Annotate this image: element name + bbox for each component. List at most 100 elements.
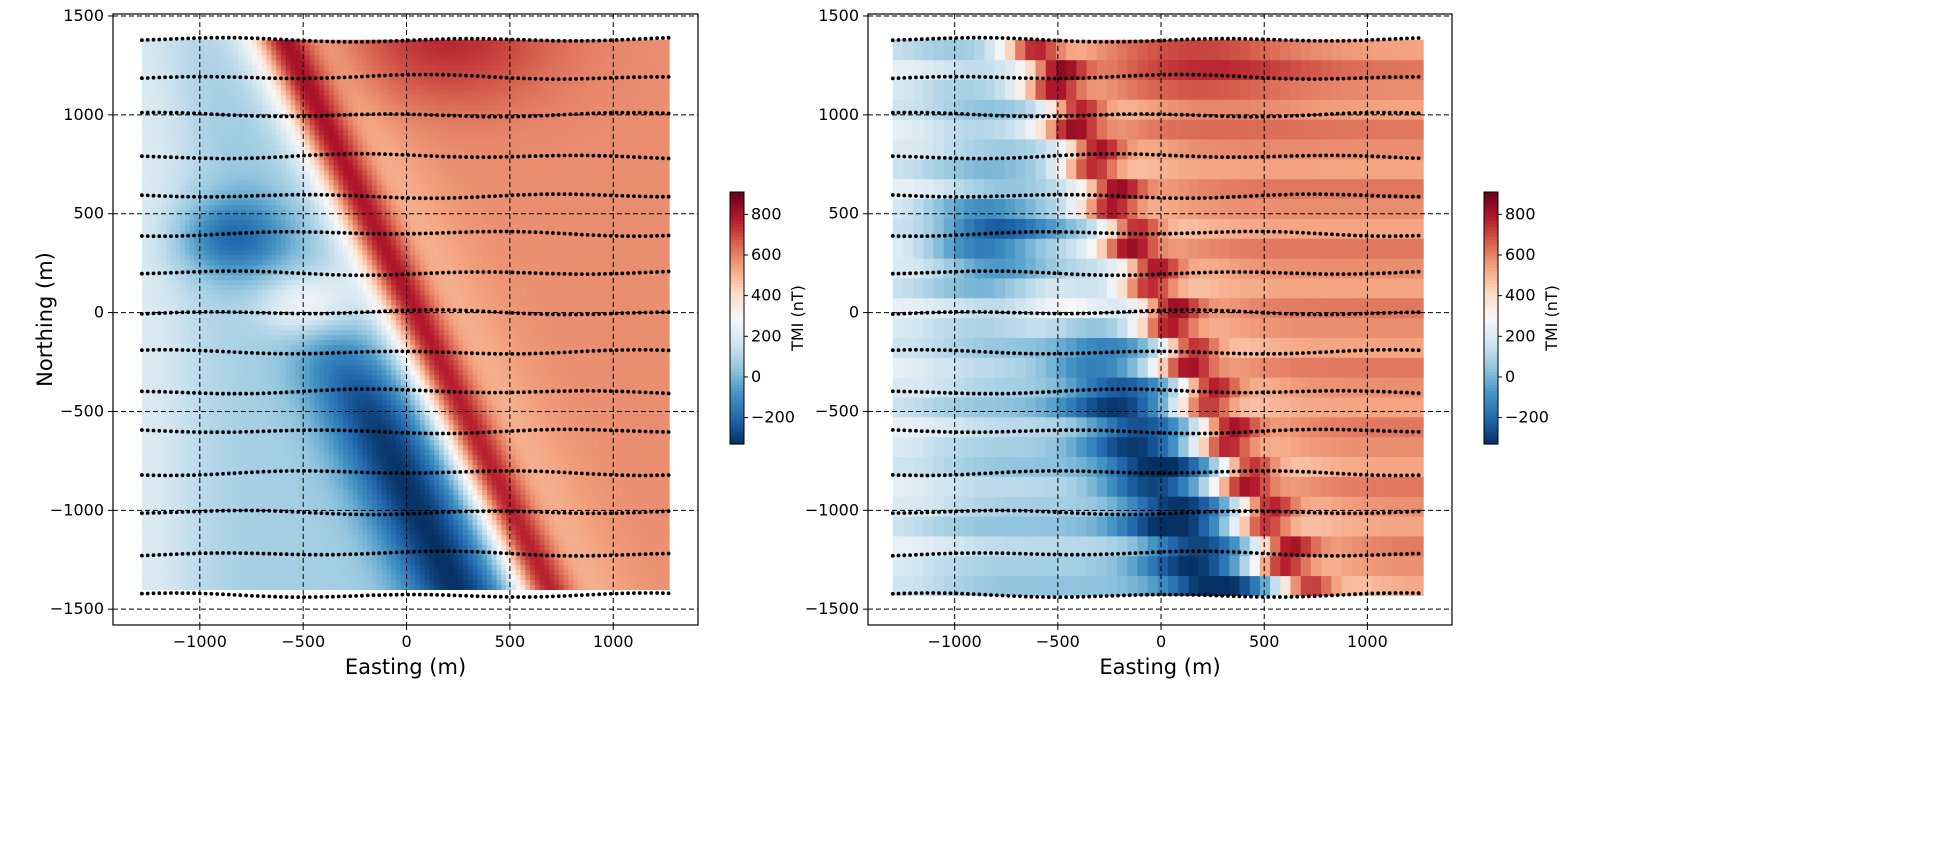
heatmap-cell (621, 404, 627, 411)
heatmap-cell (568, 494, 574, 501)
heatmap-cell (290, 494, 296, 501)
heatmap-cell (295, 479, 301, 486)
heatmap-cell (419, 474, 426, 481)
heatmap-cell (486, 564, 493, 571)
heatmap-cell (582, 444, 589, 451)
heatmap-cell (578, 519, 584, 526)
heatmap-cell (276, 499, 282, 506)
heatmap-cell (343, 554, 349, 561)
heatmap-cell (237, 534, 244, 541)
heatmap-cell (630, 459, 637, 466)
heatmap-cell (510, 494, 517, 501)
heatmap-cell (285, 409, 292, 416)
heatmap-cell (544, 459, 550, 466)
heatmap-cell (506, 524, 512, 531)
heatmap-cell (534, 399, 541, 406)
heatmap-cell (486, 519, 493, 526)
heatmap-cell (309, 529, 316, 536)
heatmap-cell (343, 449, 349, 456)
heatmap-cell (395, 434, 402, 441)
heatmap-cell (549, 504, 555, 511)
heatmap-cell (352, 539, 359, 546)
heatmap-cell (247, 359, 253, 366)
heatmap-cell (175, 369, 181, 376)
heatmap-cell (606, 474, 613, 481)
heatmap-cell (544, 544, 550, 551)
heatmap-cell (496, 469, 502, 476)
heatmap-cell (161, 409, 167, 416)
heatmap-cell (185, 394, 191, 401)
heatmap-cell (429, 514, 435, 521)
heatmap-cell (209, 434, 215, 441)
heatmap-cell (458, 559, 464, 566)
heatmap-cell (501, 404, 507, 411)
heatmap-cell (597, 544, 603, 551)
heatmap-cell (530, 364, 536, 371)
heatmap-cell (170, 389, 177, 396)
heatmap-cell (573, 559, 579, 566)
heatmap-cell (597, 439, 603, 446)
heatmap-cell (463, 384, 469, 391)
heatmap-cell (419, 514, 426, 521)
heatmap-cell (568, 504, 574, 511)
heatmap-cell (376, 574, 383, 581)
heatmap-cell (578, 484, 584, 491)
heatmap-cell (472, 479, 478, 486)
heatmap-cell (439, 409, 445, 416)
heatmap-cell (290, 574, 296, 581)
heatmap-cell (568, 569, 574, 576)
heatmap-cell (443, 524, 450, 531)
heatmap-cell (376, 474, 383, 481)
heatmap-cell (232, 564, 239, 571)
heatmap-cell (295, 409, 301, 416)
heatmap-cell (280, 539, 287, 546)
heatmap-cell (554, 424, 560, 431)
heatmap-cell (266, 544, 272, 551)
heatmap-cell (606, 534, 613, 541)
heatmap-cell (376, 564, 383, 571)
heatmap-cell (304, 359, 311, 366)
heatmap-cell (558, 389, 565, 396)
heatmap-cell (199, 549, 205, 556)
heatmap-cell (151, 429, 157, 436)
heatmap-cell (280, 494, 287, 501)
heatmap-cell (194, 389, 201, 396)
heatmap-cell (348, 454, 354, 461)
heatmap-cell (601, 459, 608, 466)
heatmap-cell (597, 414, 603, 421)
heatmap-cell (506, 534, 512, 541)
heatmap-cell (640, 484, 646, 491)
heatmap-cell (256, 574, 263, 581)
heatmap-cell (664, 394, 670, 401)
heatmap-cell (256, 434, 263, 441)
heatmap-cell (635, 399, 641, 406)
heatmap-cell (367, 579, 373, 586)
heatmap-cell (515, 384, 522, 391)
heatmap-cell (453, 569, 459, 576)
heatmap-cell (625, 399, 632, 406)
heatmap-cell (161, 499, 167, 506)
heatmap-cell (448, 414, 455, 421)
heatmap-cell (506, 414, 512, 421)
heatmap-cell (343, 494, 349, 501)
heatmap-cell (252, 399, 258, 406)
heatmap-cell (209, 394, 215, 401)
heatmap-cell (386, 394, 392, 401)
heatmap-cell (161, 479, 167, 486)
heatmap-cell (568, 564, 574, 571)
heatmap-cell (400, 444, 407, 451)
heatmap-cell (180, 414, 186, 421)
heatmap-cell (515, 459, 522, 466)
heatmap-cell (400, 459, 407, 466)
heatmap-cell (592, 484, 598, 491)
heatmap-cell (582, 579, 589, 586)
heatmap-cell (601, 484, 608, 491)
heatmap-cell (352, 369, 359, 376)
heatmap-cell (486, 384, 493, 391)
heatmap-cell (242, 439, 248, 446)
heatmap-cell (218, 449, 224, 456)
heatmap-cell (391, 399, 397, 406)
heatmap-cell (434, 564, 440, 571)
heatmap-cell (491, 489, 498, 496)
heatmap-cell (295, 489, 301, 496)
